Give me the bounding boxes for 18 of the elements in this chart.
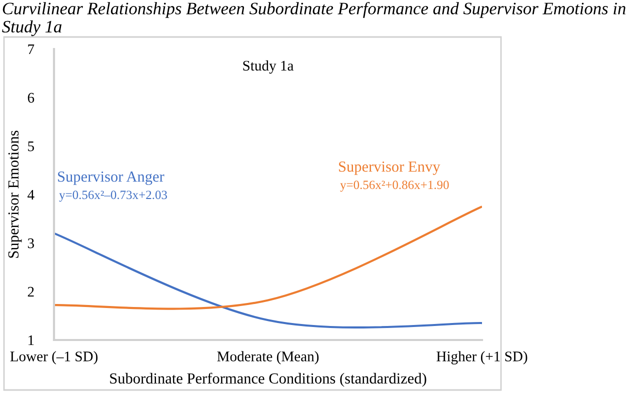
x-tick-label: Higher (+1 SD): [436, 351, 528, 364]
text: Supervisor Anger: [58, 172, 164, 185]
y-axis-title: Supervisor Emotions: [8, 130, 22, 258]
annotation: y=0.56x²–0.73x+2.03: [59, 190, 167, 202]
y-tick-label: 5: [28, 142, 34, 152]
y-tick-label: 2: [28, 286, 34, 297]
y-tick-label: 7: [28, 44, 34, 54]
annotation: Study 1a: [243, 60, 294, 74]
text: Supervisor Envy: [339, 162, 440, 175]
y-tick-label: 3: [28, 238, 34, 248]
annotation: y=0.56x²+0.86x+1.90: [340, 180, 449, 192]
x-tick-label: Moderate (Mean): [217, 351, 319, 364]
y-tick-label: 4: [28, 190, 34, 200]
x-axis-title: Subordinate Performance Conditions (standardized): [110, 372, 426, 387]
y-tick-label: 6: [28, 92, 34, 103]
y-tick-label: 1: [28, 335, 34, 346]
x-tick-label: Lower (–1 SD): [10, 351, 98, 364]
chart-title: Curvilinear Relationships Between Subordinate Performance and Supervisor Emotions in Study 1a: [2, 2, 626, 36]
